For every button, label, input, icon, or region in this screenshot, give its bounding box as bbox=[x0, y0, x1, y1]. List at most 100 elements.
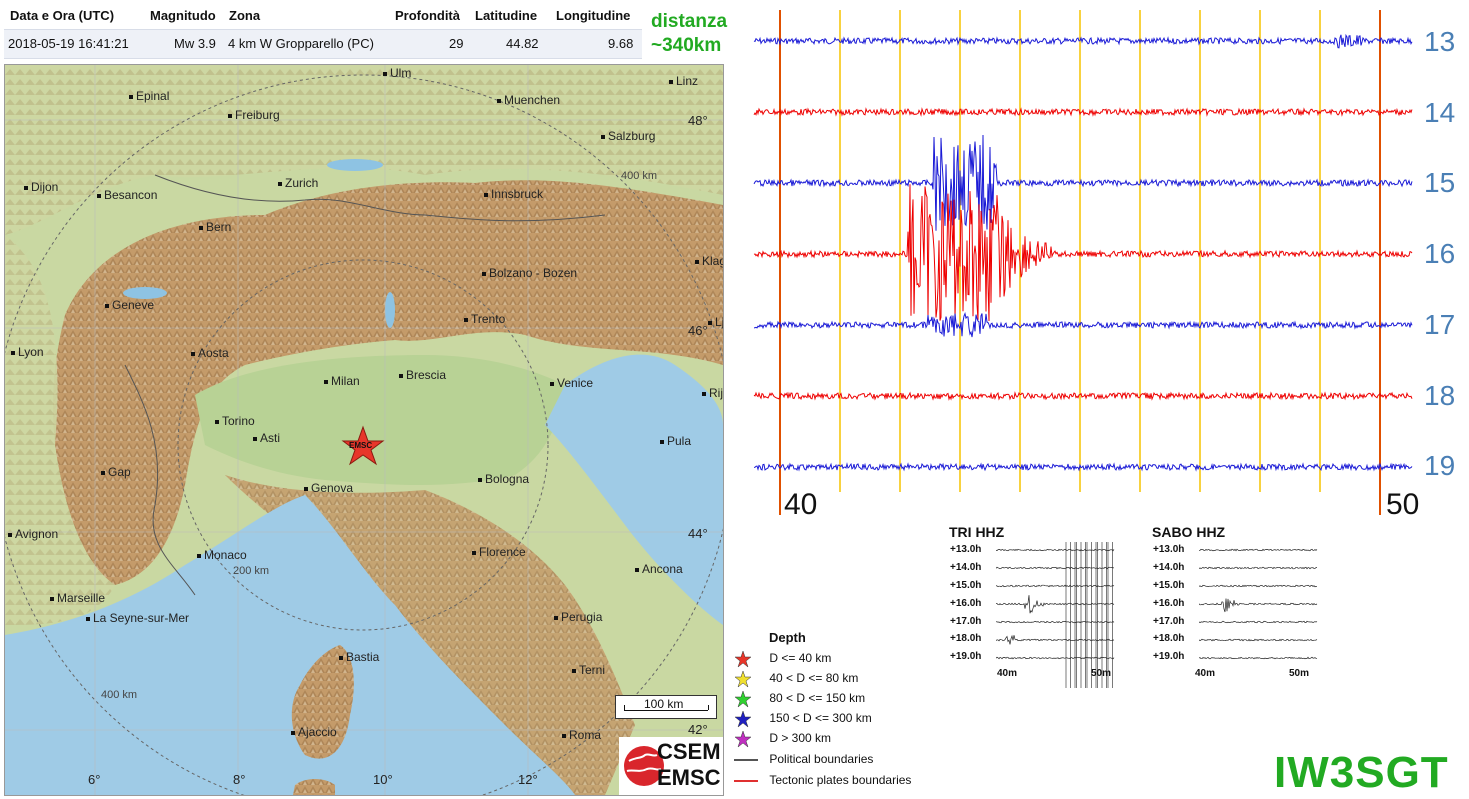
ring-label-400-west: 400 km bbox=[101, 689, 138, 701]
city-pula: Pula bbox=[660, 434, 691, 448]
city-salzburg: Salzburg bbox=[601, 129, 655, 143]
seismogram-panel: 13 14 15 16 17 18 19 40 50 bbox=[752, 10, 1468, 530]
thumb-sabo-x-start: 40m bbox=[1195, 668, 1216, 679]
trace-hour-16 bbox=[753, 184, 1413, 322]
hour-label-15: 15 bbox=[1424, 167, 1456, 198]
city-genova: Genova bbox=[304, 481, 353, 495]
thumb-trace bbox=[1199, 656, 1318, 660]
x-end-label: 50 bbox=[1386, 488, 1420, 521]
header-latitude: Latitudine bbox=[475, 8, 538, 23]
scale-bar: 100 km bbox=[615, 695, 717, 719]
hour-label-18: 18 bbox=[1424, 380, 1456, 411]
lon-label-10: 10° bbox=[373, 772, 393, 787]
legend-line-political: Political boundaries bbox=[734, 752, 873, 766]
thumb-tri-row-13: +13.0h bbox=[950, 544, 982, 555]
map-terrain bbox=[5, 65, 723, 795]
city-monaco: Monaco bbox=[197, 548, 247, 562]
thumb-trace bbox=[1199, 584, 1318, 588]
trace-hour-19 bbox=[753, 462, 1413, 472]
thumb-sabo-title: SABO HHZ bbox=[1152, 524, 1226, 540]
header-zone: Zona bbox=[229, 8, 261, 23]
city-freiburg: Freiburg bbox=[228, 108, 280, 122]
header-depth: Profondità bbox=[395, 8, 460, 23]
city-ulm: Ulm bbox=[383, 66, 411, 80]
event-time: 2018-05-19 16:41:21 bbox=[8, 36, 129, 51]
lat-label-46: 46° bbox=[688, 323, 708, 338]
thumb-sabo-row-19: +19.0h bbox=[1153, 651, 1185, 662]
thumb-tri-row-17: +17.0h bbox=[950, 616, 982, 627]
header-magnitude: Magnitudo bbox=[150, 8, 216, 23]
magenta-star-icon bbox=[734, 730, 752, 748]
thumb-trace bbox=[996, 620, 1115, 624]
lat-label-44: 44° bbox=[688, 526, 708, 541]
lon-label-12: 12° bbox=[518, 772, 538, 787]
thumb-sabo-hhz: SABO HHZ +13.0h +14.0h +15.0h +16.0h +17… bbox=[1149, 522, 1329, 687]
thumb-tri-hhz: TRI HHZ +13.0h +14.0h +15.0h +16.0h +17.… bbox=[946, 522, 1126, 688]
event-longitude: 9.68 bbox=[608, 36, 634, 51]
lat-label-42: 42° bbox=[688, 722, 708, 737]
hour-label-17: 17 bbox=[1424, 309, 1456, 340]
hour-label-19: 19 bbox=[1424, 450, 1456, 481]
city-torino: Torino bbox=[215, 414, 255, 428]
city-florence: Florence bbox=[472, 545, 526, 559]
city-milan: Milan bbox=[324, 374, 360, 388]
legend-item-1: 40 < D <= 80 km bbox=[734, 670, 858, 688]
thumb-sabo-row-15: +15.0h bbox=[1153, 580, 1185, 591]
epicenter-map[interactable]: EMSC Ulm Epinal Freiburg Muenchen Linz S… bbox=[4, 64, 724, 796]
thumb-trace bbox=[1199, 548, 1318, 552]
city-aosta: Aosta bbox=[191, 346, 229, 360]
city-perugia: Perugia bbox=[554, 610, 602, 624]
trace-hour-18 bbox=[753, 391, 1413, 401]
city-lyon: Lyon bbox=[11, 345, 44, 359]
event-info-row[interactable]: 2018-05-19 16:41:21 Mw 3.9 4 km W Groppa… bbox=[4, 29, 642, 59]
globe-icon bbox=[624, 746, 664, 786]
thumb-tri-row-15: +15.0h bbox=[950, 580, 982, 591]
event-info-table: Data e Ora (UTC) Magnitudo Zona Profondi… bbox=[4, 0, 642, 60]
city-bern: Bern bbox=[199, 220, 231, 234]
seismogram-traces bbox=[753, 10, 1413, 515]
legend-item-4: D > 300 km bbox=[734, 730, 831, 748]
city-geneve: Geneve bbox=[105, 298, 154, 312]
city-bolzano: Bolzano - Bozen bbox=[482, 266, 577, 280]
hour-label-16: 16 bbox=[1424, 238, 1456, 269]
thumb-tri-row-18: +18.0h bbox=[950, 633, 982, 644]
city-ancona: Ancona bbox=[635, 562, 683, 576]
lat-label-48: 48° bbox=[688, 113, 708, 128]
thumb-trace bbox=[1199, 638, 1318, 642]
thumb-trace bbox=[996, 656, 1115, 660]
emsc-logo[interactable]: CSEM EMSC bbox=[619, 737, 723, 795]
thumb-trace bbox=[996, 595, 1115, 614]
city-rije: Rije bbox=[702, 386, 723, 400]
event-zone: 4 km W Gropparello (PC) bbox=[228, 36, 374, 51]
event-info-header: Data e Ora (UTC) Magnitudo Zona Profondi… bbox=[4, 5, 642, 27]
city-roma: Roma bbox=[562, 728, 601, 742]
trace-hour-13 bbox=[753, 33, 1413, 49]
city-terni: Terni bbox=[572, 663, 605, 677]
city-ajaccio: Ajaccio bbox=[291, 725, 337, 739]
city-dijon: Dijon bbox=[24, 180, 58, 194]
scale-label: 100 km bbox=[644, 697, 684, 711]
callsign: IW3SGT bbox=[1274, 748, 1449, 797]
thumb-sabo-row-18: +18.0h bbox=[1153, 633, 1185, 644]
thumb-tri-x-end: 50m bbox=[1091, 668, 1112, 679]
thumb-trace bbox=[996, 634, 1115, 645]
city-gap: Gap bbox=[101, 465, 131, 479]
city-avignon: Avignon bbox=[8, 527, 58, 541]
city-muenchen: Muenchen bbox=[497, 93, 560, 107]
city-zurich: Zurich bbox=[278, 176, 318, 190]
legend-item-0: D <= 40 km bbox=[734, 650, 831, 668]
city-besancon: Besancon bbox=[97, 188, 157, 202]
legend-line-tectonic: Tectonic plates boundaries bbox=[734, 773, 911, 787]
city-linz: Linz bbox=[669, 74, 698, 88]
header-longitude: Longitudine bbox=[556, 8, 631, 23]
thumb-tri-row-16: +16.0h bbox=[950, 598, 982, 609]
event-depth: 29 bbox=[449, 36, 464, 51]
thumb-tri-traces bbox=[996, 542, 1115, 688]
city-innsbruck: Innsbruck bbox=[484, 187, 543, 201]
event-magnitude: Mw 3.9 bbox=[174, 36, 216, 51]
political-line-icon bbox=[734, 758, 758, 761]
lon-label-6: 6° bbox=[88, 772, 101, 787]
trace-hour-15 bbox=[753, 134, 1413, 231]
logo-bottom-text: EMSC bbox=[657, 765, 721, 790]
epicenter-star bbox=[341, 425, 385, 466]
